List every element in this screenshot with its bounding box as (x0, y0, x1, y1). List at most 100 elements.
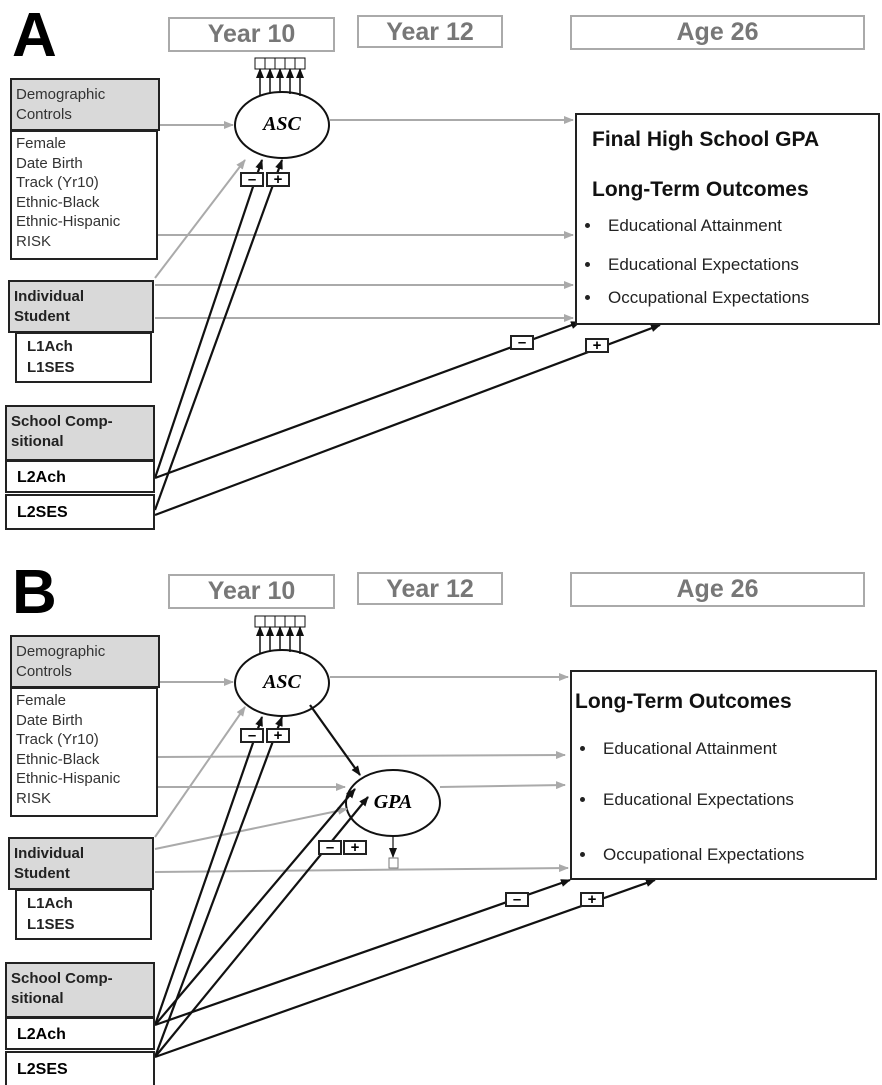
indicator (264, 57, 276, 70)
control-item: Date Birth (16, 154, 83, 172)
control-item: Date Birth (16, 711, 83, 729)
time-header: Year 10 (168, 17, 335, 52)
outcome-item: Educational Attainment (608, 216, 782, 235)
sign-box: + (585, 338, 609, 353)
sign-box: – (240, 172, 264, 187)
outcome-item: Educational Expectations (608, 255, 799, 274)
student-item: L1SES (27, 916, 75, 933)
indicator (284, 615, 296, 628)
latent-node (234, 91, 330, 159)
time-header: Age 26 (570, 15, 865, 50)
control-arrow (154, 159, 246, 279)
outcome-item: Educational Expectations (603, 790, 794, 809)
indicator (274, 57, 286, 70)
title-line: Student (14, 865, 70, 882)
title-line: sitional (11, 433, 64, 450)
title-line: Individual (14, 845, 85, 862)
demographic-title: Demographic Controls (10, 78, 160, 131)
control-item: RISK (16, 789, 52, 807)
student-item: L1Ach (27, 895, 73, 912)
causal-arrow (153, 159, 264, 479)
individual-title: Individual Student (8, 280, 154, 333)
school-item: L2SES (5, 1051, 155, 1085)
student-item: L1SES (27, 359, 75, 376)
indicator (254, 57, 266, 70)
panel-label: A (12, 1, 57, 70)
control-item: Ethnic-Black (16, 193, 100, 211)
causal-arrow (309, 704, 361, 776)
individual-items: L1Ach L1SES (15, 889, 152, 940)
demographic-items: Female Date Birth Track (Yr10) Ethnic-Black… (10, 687, 158, 817)
causal-arrow (154, 878, 571, 1027)
control-arrow (439, 781, 566, 790)
title-line: sitional (11, 990, 64, 1007)
outcome-title: Final High School GPA (592, 128, 820, 151)
outcome-item: Occupational Expectations (608, 288, 810, 307)
control-arrow (154, 706, 246, 838)
sign-box: – (318, 840, 342, 855)
time-header: Age 26 (570, 572, 865, 607)
sign-box: – (510, 335, 534, 350)
latent-node (234, 649, 330, 717)
residual (388, 857, 399, 869)
indicator (254, 615, 266, 628)
causal-arrow (154, 323, 661, 517)
causal-arrow (153, 159, 284, 511)
individual-title: Individual Student (8, 837, 154, 890)
school-item: L2SES (5, 494, 155, 530)
panel-label: B (12, 558, 57, 627)
student-item: L1Ach (27, 338, 73, 355)
sign-box: – (240, 728, 264, 743)
control-arrow (154, 864, 569, 873)
control-item: Track (Yr10) (16, 174, 99, 191)
title-line: Demographic (16, 86, 106, 103)
outcome-item: Educational Attainment (603, 739, 777, 758)
control-arrow (154, 806, 348, 850)
control-item: RISK (16, 232, 52, 250)
control-arrow (157, 751, 566, 760)
title-line: School Comp- (11, 970, 113, 987)
control-item: Ethnic-Hispanic (16, 213, 121, 230)
title-line: Student (14, 308, 70, 325)
indicator (274, 615, 286, 628)
title-line: Controls (16, 663, 72, 680)
control-item: Ethnic-Black (16, 750, 100, 768)
causal-arrow (153, 716, 284, 1058)
causal-arrow (153, 716, 264, 1026)
time-header: Year 10 (168, 574, 335, 609)
node-label: ASC (263, 671, 301, 693)
title-line: Controls (16, 106, 72, 123)
outcome-title: Long-Term Outcomes (575, 690, 792, 713)
school-title: School Comp-sitional (5, 962, 155, 1018)
individual-items: L1Ach L1SES (15, 332, 152, 383)
title-line: Demographic (16, 643, 106, 660)
outcome-box (575, 113, 880, 325)
school-title: School Comp-sitional (5, 405, 155, 461)
sign-box: + (266, 172, 290, 187)
school-item: L2Ach (5, 460, 155, 493)
indicator (264, 615, 276, 628)
control-item: Female (16, 135, 67, 152)
control-item: Ethnic-Hispanic (16, 770, 121, 787)
indicator (284, 57, 296, 70)
node-label: ASC (263, 113, 301, 135)
indicator (294, 615, 306, 628)
control-item: Track (Yr10) (16, 731, 99, 748)
school-item: L2Ach (5, 1017, 155, 1050)
control-item: Female (16, 692, 67, 709)
outcome-title: Long-Term Outcomes (592, 178, 809, 201)
sign-box: + (266, 728, 290, 743)
outcome-item: Occupational Expectations (603, 845, 805, 864)
demographic-items: Female Date Birth Track (Yr10) Ethnic-Black… (10, 130, 158, 260)
node-label: GPA (373, 791, 413, 813)
causal-arrow (154, 796, 369, 1058)
indicator (294, 57, 306, 70)
time-header: Year 12 (357, 572, 503, 605)
causal-arrow (154, 320, 581, 480)
causal-arrow (154, 788, 356, 1026)
demographic-title: Demographic Controls (10, 635, 160, 688)
sign-box: + (343, 840, 367, 855)
outcome-box (570, 670, 877, 880)
time-header: Year 12 (357, 15, 503, 48)
